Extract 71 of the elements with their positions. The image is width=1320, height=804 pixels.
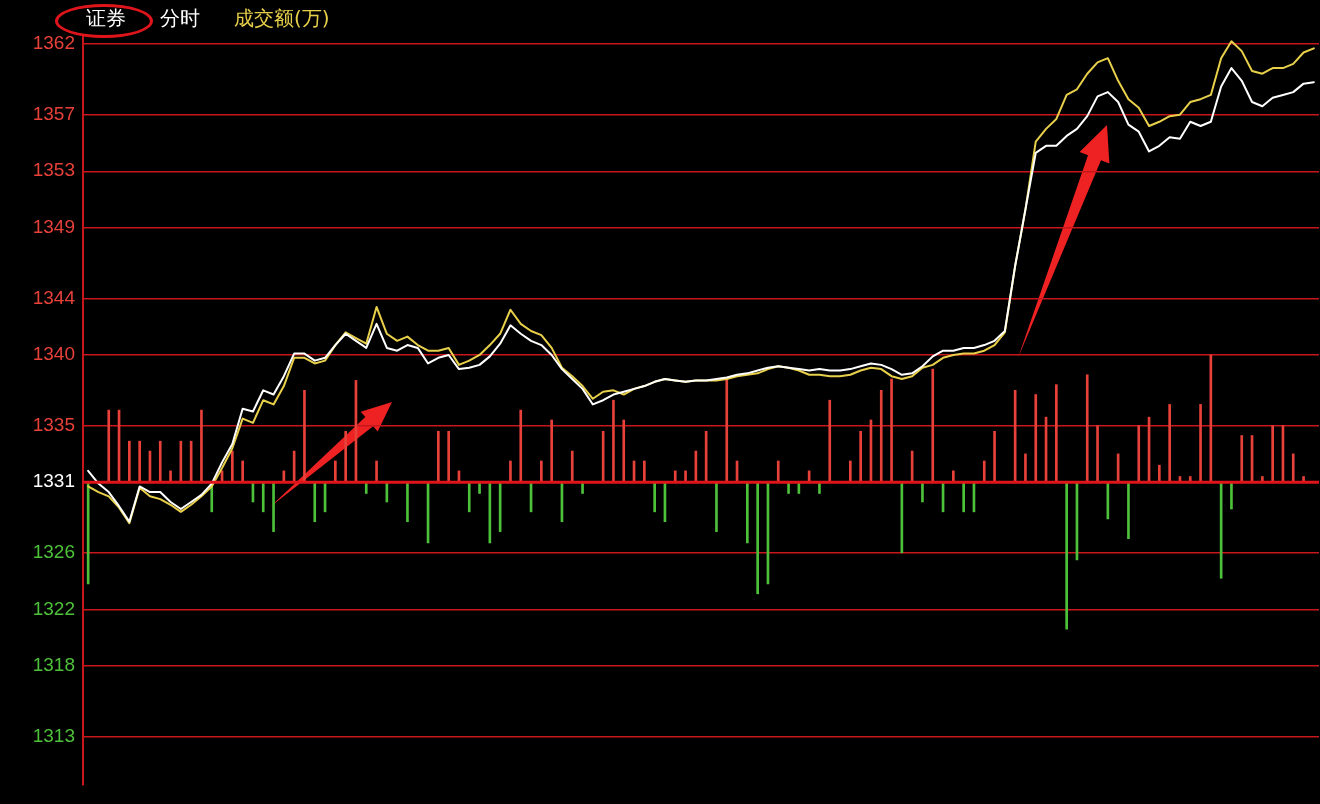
bar	[982, 460, 986, 483]
bar	[334, 460, 337, 483]
bar	[158, 440, 162, 483]
bar	[313, 481, 317, 523]
bar	[776, 460, 780, 483]
bar	[519, 409, 523, 483]
y-tick-label: 1331	[32, 470, 75, 492]
bar	[859, 430, 862, 483]
bar	[1096, 425, 1099, 483]
y-tick-label: 1322	[32, 597, 75, 619]
bar	[231, 450, 234, 483]
bar	[241, 460, 244, 483]
bar	[828, 399, 832, 483]
bar	[1230, 481, 1233, 510]
bar	[622, 419, 626, 483]
bar	[612, 399, 615, 483]
y-tick-label: 1344	[32, 286, 76, 308]
chart-subtitle: 分时	[160, 6, 200, 30]
bar	[1065, 481, 1068, 630]
bar	[128, 440, 131, 483]
bar	[1271, 425, 1274, 483]
bar	[890, 378, 893, 483]
bar	[570, 450, 574, 483]
bar	[725, 378, 729, 483]
bar	[1127, 481, 1130, 540]
bar	[715, 481, 718, 532]
bar	[1085, 374, 1089, 483]
bar	[200, 409, 203, 483]
bar	[1168, 404, 1171, 483]
bar	[746, 481, 749, 544]
bar	[550, 419, 553, 483]
bar	[1024, 453, 1027, 483]
bar	[849, 460, 852, 483]
bar	[1137, 425, 1141, 483]
bar	[653, 481, 656, 513]
y-tick-label: 1349	[32, 216, 75, 238]
bar	[756, 481, 759, 595]
bar	[509, 460, 512, 483]
y-tick-label: 1313	[32, 724, 75, 746]
text: 成交额(万)	[234, 6, 330, 30]
bar	[962, 481, 965, 513]
bar	[375, 460, 378, 483]
y-tick-label: 1326	[32, 541, 75, 563]
bar	[540, 460, 543, 483]
y-tick-label: 1353	[32, 159, 75, 181]
bar	[437, 430, 440, 483]
chart-title: 证券	[86, 6, 126, 30]
bar	[344, 430, 347, 483]
bar	[303, 389, 306, 483]
y-tick-label: 1318	[32, 654, 75, 676]
bar	[447, 430, 450, 483]
bar	[467, 481, 471, 513]
bar	[643, 460, 646, 483]
bar	[1199, 404, 1202, 483]
bar	[1240, 435, 1244, 483]
bar	[406, 481, 409, 523]
bar	[993, 430, 996, 483]
y-tick-label: 1335	[32, 413, 75, 435]
bar	[107, 409, 111, 483]
bar	[272, 481, 275, 532]
bar	[1055, 384, 1058, 483]
bar	[261, 481, 265, 513]
bar	[1291, 453, 1295, 483]
y-tick-label: 1357	[32, 102, 75, 124]
bar	[931, 368, 935, 483]
bar	[879, 389, 883, 483]
bar	[138, 440, 141, 483]
bar	[921, 481, 924, 503]
y-tick-label: 1340	[32, 343, 75, 365]
y-tick-label: 1362	[32, 32, 75, 54]
bar	[1034, 394, 1038, 483]
